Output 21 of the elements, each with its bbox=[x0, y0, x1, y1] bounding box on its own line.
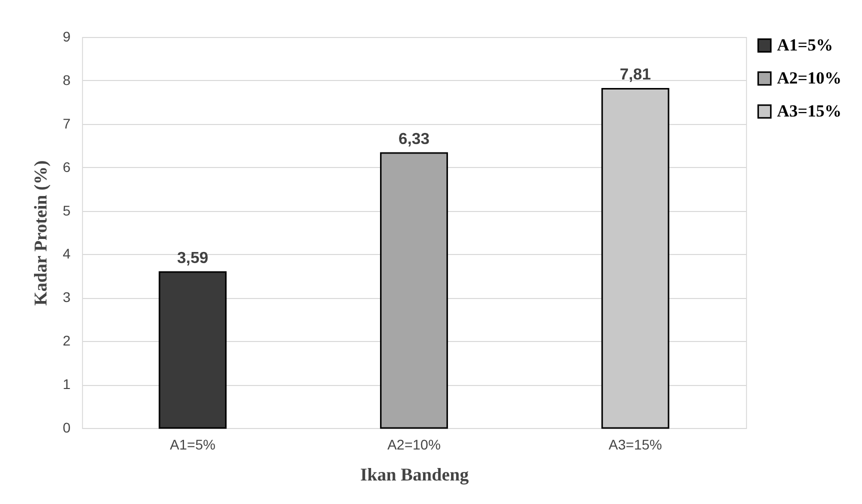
legend-label: A1=5% bbox=[777, 36, 833, 54]
y-tick-label: 9 bbox=[62, 28, 71, 44]
x-tick-label: A2=10% bbox=[387, 436, 441, 452]
data-label: 6,33 bbox=[398, 130, 430, 148]
y-axis-title: Kadar Protein (%) bbox=[30, 160, 51, 306]
y-tick-label: 7 bbox=[62, 115, 71, 132]
y-tick-label: 6 bbox=[62, 158, 71, 175]
data-label: 7,81 bbox=[620, 66, 652, 84]
y-tick-label: 8 bbox=[62, 72, 71, 88]
y-tick-label: 2 bbox=[62, 332, 71, 349]
y-tick-label: 1 bbox=[62, 376, 71, 392]
legend-label: A3=15% bbox=[777, 102, 842, 120]
y-tick-label: 5 bbox=[62, 202, 71, 218]
y-tick-label: 3 bbox=[62, 289, 71, 306]
x-tick-label: A1=5% bbox=[170, 436, 216, 452]
x-axis-title: Ikan Bandeng bbox=[360, 464, 469, 484]
y-tick-label: 0 bbox=[62, 420, 71, 436]
data-label: 3,59 bbox=[177, 250, 208, 268]
x-tick-label: A3=15% bbox=[608, 436, 662, 452]
y-tick-label: 4 bbox=[62, 246, 71, 262]
legend-label: A2=10% bbox=[777, 68, 842, 88]
